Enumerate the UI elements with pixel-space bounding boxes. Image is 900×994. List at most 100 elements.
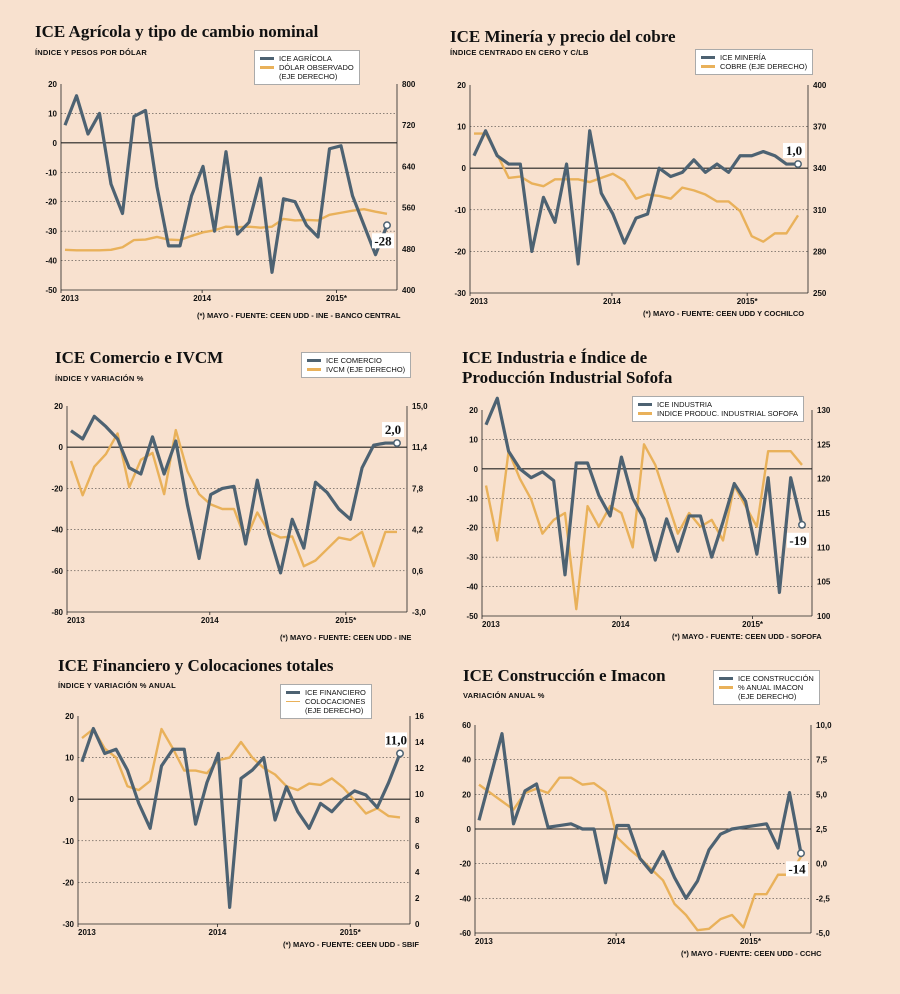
x-axis-tick-label: 2013 <box>470 297 488 306</box>
legend-swatch-secondary <box>307 368 321 371</box>
x-axis-tick-label: 2013 <box>482 620 500 629</box>
chart-panel-agricola: ICE Agrícola y tipo de cambio nominal ÍN… <box>35 22 485 350</box>
annotation-value: 1,0 <box>786 143 802 158</box>
right-axis-tick-label: 110 <box>817 543 830 552</box>
left-axis-tick-label: -30 <box>62 920 74 929</box>
series-line-primary <box>472 129 798 266</box>
series-line-primary <box>80 726 402 909</box>
legend-swatch-primary <box>701 56 715 59</box>
legend-label: ICE CONSTRUCCIÓN <box>738 674 814 683</box>
legend-label: DÓLAR OBSERVADO (EJE DERECHO) <box>279 63 354 81</box>
left-axis-tick-label: -20 <box>62 878 74 887</box>
right-axis-tick-label: 11,4 <box>412 443 428 452</box>
left-axis-tick-label: -40 <box>51 526 63 535</box>
right-axis-tick-label: -5,0 <box>816 929 830 938</box>
left-axis-tick-label: 10 <box>457 123 466 132</box>
right-axis-tick-label: 105 <box>817 578 831 587</box>
chart-source: (*) MAYO - FUENTE: CEEN UDD - SBIF <box>283 940 419 949</box>
legend-entry-secondary: COLOCACIONES (EJE DERECHO) <box>286 697 366 715</box>
right-axis-tick-label: 800 <box>402 80 416 89</box>
annotation-box <box>787 532 809 548</box>
x-axis-tick-label: 2013 <box>61 294 79 303</box>
right-axis-tick-label: 130 <box>817 406 831 415</box>
left-axis-tick-label: 60 <box>462 721 471 730</box>
chart-plot: 60 40 20 0 -20 -40 -60 10,0 7,5 5,0 2,5 0,0 -2,5 -5,0… <box>459 721 832 946</box>
left-axis-tick-label: -50 <box>466 612 478 621</box>
left-axis-tick-label: 20 <box>457 81 466 90</box>
left-axis-tick-label: -10 <box>62 837 74 846</box>
x-axis-tick-label: 2014 <box>612 620 630 629</box>
legend-entry-primary: ICE COMERCIO <box>307 356 405 365</box>
right-axis-tick-label: 16 <box>415 712 424 721</box>
right-axis-tick-label: 14 <box>415 738 424 747</box>
chart-legend: ICE FINANCIERO COLOCACIONES (EJE DERECHO… <box>280 684 372 719</box>
right-axis-tick-label: -3,0 <box>412 608 426 617</box>
legend-label: ICE COMERCIO <box>326 356 382 365</box>
left-axis-tick-label: -30 <box>466 553 478 562</box>
right-axis-tick-label: 0 <box>415 920 420 929</box>
annotation-value: -19 <box>789 533 807 548</box>
legend-label: ICE FINANCIERO <box>305 688 366 697</box>
left-axis-tick-label: -10 <box>454 206 466 215</box>
x-axis-tick-label: 2014 <box>603 297 621 306</box>
x-axis-tick-label: 2014 <box>607 937 625 946</box>
chart-legend: ICE AGRÍCOLA DÓLAR OBSERVADO (EJE DERECH… <box>254 50 360 85</box>
chart-panel-comercio: ICE Comercio e IVCM ÍNDICE Y VARIACIÓN %… <box>51 348 505 676</box>
right-axis-tick-label: 480 <box>402 245 416 254</box>
legend-label: ICE INDUSTRIA <box>657 400 713 409</box>
left-axis-tick-label: 0 <box>474 465 479 474</box>
left-axis-tick-label: 40 <box>462 756 471 765</box>
x-axis-tick-label: 2015* <box>335 616 357 625</box>
x-axis-tick-label: 2015* <box>737 297 759 306</box>
left-axis-tick-label: -20 <box>45 198 57 207</box>
legend-label: COBRE (EJE DERECHO) <box>720 62 808 71</box>
right-axis-tick-label: 720 <box>402 121 416 130</box>
annotation-value: 2,0 <box>385 422 401 437</box>
chart-title: ICE Agrícola y tipo de cambio nominal <box>35 22 319 41</box>
right-axis-tick-label: 250 <box>813 289 827 298</box>
legend-label: ICE AGRÍCOLA <box>279 54 332 63</box>
left-axis-tick-label: -60 <box>459 929 471 938</box>
chart-title: ICE Minería y precio del cobre <box>450 27 676 46</box>
x-axis-tick-label: 2015* <box>340 928 362 937</box>
legend-entry-primary: ICE MINERÍA <box>701 53 807 62</box>
series-end-marker <box>396 749 404 758</box>
chart-subtitle: ÍNDICE Y VARIACIÓN % <box>55 374 144 383</box>
right-axis-tick-label: 7,8 <box>412 484 424 493</box>
right-axis-tick-label: 115 <box>817 509 830 518</box>
left-axis-tick-label: -20 <box>459 860 471 869</box>
legend-entry-secondary: IVCM (EJE DERECHO) <box>307 365 405 374</box>
legend-label: COLOCACIONES (EJE DERECHO) <box>305 697 366 715</box>
chart-panel-mineria: ICE Minería y precio del cobre ÍNDICE CE… <box>450 27 900 355</box>
left-axis-tick-label: -20 <box>454 247 466 256</box>
legend-entry-primary: ICE CONSTRUCCIÓN <box>719 674 814 683</box>
right-axis-tick-label: 2 <box>415 894 420 903</box>
right-axis-tick-label: 7,5 <box>816 756 828 765</box>
x-axis-tick-label: 2013 <box>78 928 96 937</box>
chart-source: (*) MAYO - FUENTE: CEEN UDD - CCHC <box>681 949 822 958</box>
x-axis-tick-label: 2013 <box>67 616 85 625</box>
x-axis-tick-label: 2015* <box>326 294 348 303</box>
chart-plot: 20 10 0 -10 -20 -30 -40 -50 800 720 640 560 480 400 20… <box>45 80 416 303</box>
chart-subtitle: ÍNDICE Y VARIACIÓN % ANUAL <box>58 681 176 690</box>
legend-swatch-secondary <box>638 412 652 415</box>
legend-swatch-primary <box>719 677 733 680</box>
chart-legend: ICE COMERCIO IVCM (EJE DERECHO) <box>301 352 412 378</box>
left-axis-tick-label: -10 <box>45 168 57 177</box>
chart-title: ICE Industria e Índice de Producción Ind… <box>462 348 673 387</box>
legend-label: ICE MINERÍA <box>720 53 766 62</box>
left-axis-tick-label: 20 <box>48 80 57 89</box>
annotation-value: -14 <box>788 861 806 876</box>
chart-subtitle: ÍNDICE CENTRADO EN CERO Y C/LB <box>450 48 589 57</box>
left-axis-tick-label: 10 <box>469 435 478 444</box>
left-axis-tick-label: -40 <box>466 583 478 592</box>
legend-entry-secondary: INDICE PRODUC. INDUSTRIAL SOFOFA <box>638 409 798 418</box>
x-axis-tick-label: 2014 <box>193 294 211 303</box>
legend-swatch-secondary <box>260 66 274 69</box>
left-axis-tick-label: -40 <box>459 894 471 903</box>
annotation-box <box>382 422 404 438</box>
annotation-box <box>372 233 394 249</box>
chart-title: ICE Comercio e IVCM <box>55 348 224 367</box>
left-axis-tick-label: 0 <box>462 164 467 173</box>
x-axis-tick-label: 2015* <box>740 937 762 946</box>
